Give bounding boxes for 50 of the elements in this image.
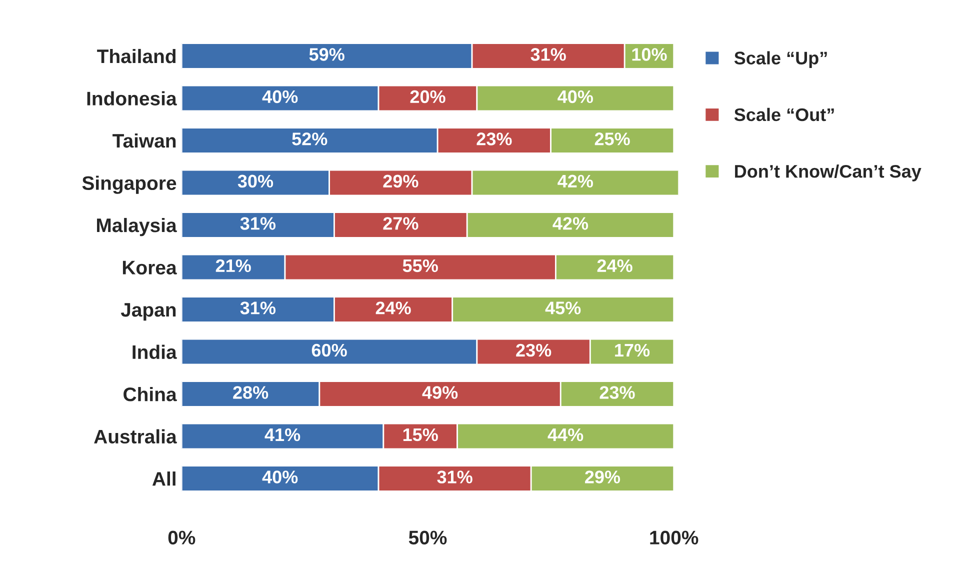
data-label: 31% bbox=[437, 470, 472, 484]
data-label: 21% bbox=[216, 259, 251, 272]
data-label: 49% bbox=[422, 386, 458, 399]
data-label: 44% bbox=[548, 428, 584, 442]
data-label: 55% bbox=[402, 259, 438, 272]
y-tick-label: Australia bbox=[94, 429, 177, 444]
data-label: 30% bbox=[238, 174, 274, 188]
data-label: 25% bbox=[594, 132, 630, 146]
x-tick-label: 50% bbox=[408, 530, 447, 544]
data-label: 31% bbox=[240, 302, 276, 314]
legend-label: Scale “Out” bbox=[734, 108, 834, 122]
data-label: 31% bbox=[530, 48, 566, 61]
data-label: 17% bbox=[615, 344, 650, 357]
y-tick-label: Korea bbox=[122, 260, 177, 274]
data-label: 10% bbox=[632, 48, 667, 61]
data-label: 20% bbox=[410, 90, 446, 104]
data-label: 59% bbox=[309, 48, 344, 61]
legend-label: Scale “Up” bbox=[734, 51, 827, 68]
y-tick-label: Taiwan bbox=[112, 133, 176, 148]
data-label: 40% bbox=[262, 90, 298, 104]
y-tick-label: India bbox=[132, 344, 177, 360]
y-tick-label: Singapore bbox=[82, 176, 176, 194]
y-tick-label: All bbox=[152, 471, 176, 486]
data-label: 42% bbox=[558, 174, 593, 188]
y-tick-label: China bbox=[124, 386, 177, 402]
y-tick-label: Indonesia bbox=[87, 91, 177, 106]
data-label: 29% bbox=[585, 470, 620, 484]
y-tick-label: Thailand bbox=[97, 48, 176, 64]
data-label: 60% bbox=[312, 344, 347, 357]
data-label: 24% bbox=[597, 259, 632, 272]
data-label: 28% bbox=[233, 386, 268, 399]
data-label: 23% bbox=[600, 386, 635, 399]
data-label: 40% bbox=[262, 470, 298, 484]
data-label: 41% bbox=[264, 428, 300, 442]
x-tick-label: 100% bbox=[650, 530, 698, 544]
data-label: 42% bbox=[552, 217, 588, 230]
data-label: 15% bbox=[403, 428, 438, 442]
data-label: 24% bbox=[376, 302, 411, 314]
y-tick-label: Japan bbox=[120, 303, 176, 321]
data-label: 27% bbox=[383, 217, 418, 230]
data-label: 52% bbox=[292, 132, 328, 146]
data-label: 23% bbox=[516, 344, 552, 357]
data-label: 45% bbox=[545, 302, 581, 314]
x-tick-label: 0% bbox=[168, 530, 196, 544]
y-tick-label: Malaysia bbox=[97, 218, 177, 236]
data-label: 31% bbox=[240, 217, 276, 230]
legend-label: Don’t Know/Can’t Say bbox=[735, 164, 922, 182]
data-label: 40% bbox=[558, 90, 593, 104]
data-label: 29% bbox=[383, 174, 418, 188]
data-label: 23% bbox=[476, 132, 512, 146]
